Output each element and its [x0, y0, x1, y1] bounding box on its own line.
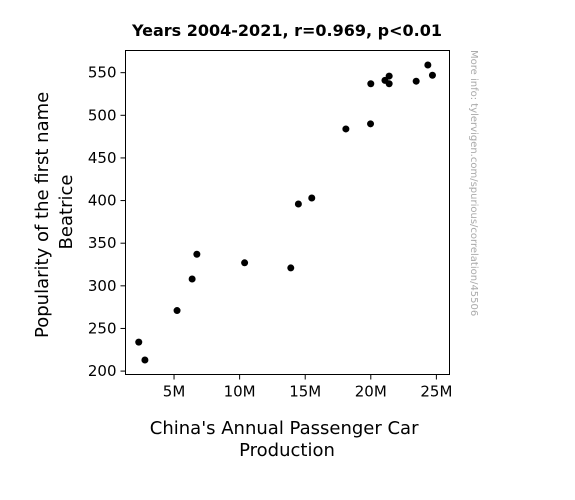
watermark-text: More info: tylervigen.com/spurious/corre…: [468, 50, 479, 316]
y-tick-label: 550: [88, 64, 117, 82]
x-axis: 5M 10M 15M 20M 25M: [163, 374, 452, 401]
data-point: [428, 71, 436, 79]
y-tick-label: 300: [88, 277, 117, 295]
x-tick-label: 20M: [355, 383, 387, 401]
plot-frame: [125, 50, 450, 375]
y-axis: 200 250 300 350 400 450 500 550: [88, 64, 126, 380]
y-tick-label: 350: [88, 234, 117, 252]
y-tick-label: 500: [88, 106, 117, 124]
data-point: [141, 356, 149, 364]
data-point: [241, 259, 249, 267]
y-tick-label: 400: [88, 192, 117, 210]
y-axis-label: Popularity of the first name Beatrice: [32, 86, 77, 338]
data-point: [294, 200, 302, 208]
x-axis-label-line-1: China's Annual Passenger Car: [150, 418, 419, 439]
data-point: [385, 72, 393, 80]
data-point: [367, 120, 375, 128]
x-axis-label-line-2: Production: [239, 440, 335, 461]
data-point: [367, 80, 375, 88]
x-tick-label: 15M: [289, 383, 321, 401]
data-point: [385, 80, 393, 88]
data-point: [173, 307, 181, 315]
data-point: [424, 61, 432, 69]
data-point: [135, 338, 143, 346]
y-axis-label-line-1: Popularity of the first name: [32, 92, 53, 338]
y-axis-label-line-2: Beatrice: [56, 175, 77, 250]
data-point: [412, 77, 420, 85]
y-tick-label: 450: [88, 149, 117, 167]
data-point: [188, 275, 196, 283]
y-tick-label: 250: [88, 319, 117, 337]
x-tick-label: 5M: [163, 383, 186, 401]
data-point: [308, 194, 316, 202]
data-point: [193, 250, 201, 258]
x-tick-label: 10M: [224, 383, 256, 401]
data-point: [342, 125, 350, 133]
x-axis-label: China's Annual Passenger Car Production: [150, 418, 424, 461]
chart-title: Years 2004-2021, r=0.969, p<0.01: [131, 21, 442, 40]
data-point: [287, 264, 295, 272]
x-tick-label: 25M: [420, 383, 452, 401]
y-tick-label: 200: [88, 362, 117, 380]
data-points: [135, 61, 436, 364]
